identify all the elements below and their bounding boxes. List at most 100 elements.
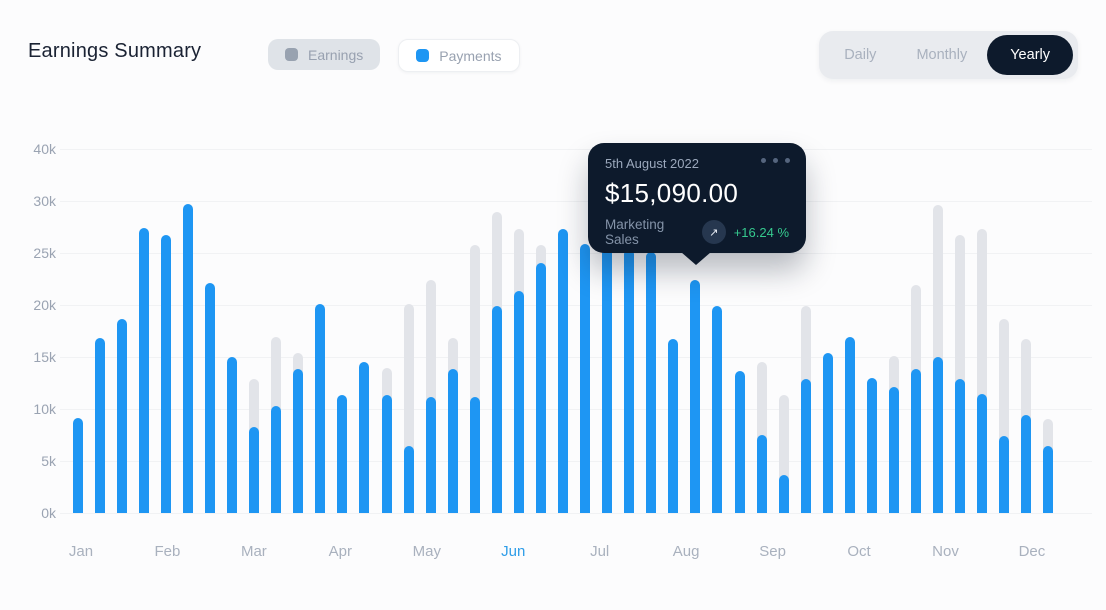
tooltip-caret	[681, 252, 711, 265]
bar-payments[interactable]	[183, 204, 193, 513]
x-tick-label-oct: Oct	[847, 543, 871, 560]
legend-item-payments[interactable]: Payments	[398, 39, 520, 72]
x-tick-label-mar: Mar	[240, 543, 267, 560]
gridline	[60, 149, 1092, 150]
bar-payments[interactable]	[138, 228, 149, 513]
y-tick-label: 5k	[41, 453, 56, 469]
bar-payments[interactable]	[999, 436, 1010, 513]
x-tick-label-jan: Jan	[68, 543, 94, 560]
bar-payments[interactable]	[734, 371, 745, 513]
bar-payments[interactable]	[955, 379, 966, 513]
gridline	[60, 305, 1092, 306]
bar-payments[interactable]	[72, 418, 83, 513]
bar-payments[interactable]	[116, 319, 127, 513]
range-toggle: Daily Monthly Yearly	[819, 31, 1078, 79]
bar-payments[interactable]	[337, 395, 348, 513]
y-tick-label: 40k	[33, 141, 56, 157]
bar-payments[interactable]	[94, 338, 105, 513]
legend-item-label: Payments	[439, 47, 502, 64]
bar-payments[interactable]	[381, 395, 392, 513]
x-tick-label-jun: Jun	[501, 543, 526, 560]
x-tick-label-feb: Feb	[154, 543, 181, 560]
gridline	[60, 357, 1092, 358]
y-tick-label: 10k	[33, 401, 56, 417]
gridline	[60, 461, 1092, 462]
bar-payments[interactable]	[403, 446, 414, 513]
bar-payments[interactable]	[800, 379, 811, 513]
bar-payments[interactable]	[844, 337, 855, 513]
legend-item-earnings[interactable]: Earnings	[268, 39, 381, 70]
x-tick-label-may: May	[412, 543, 441, 560]
bar-payments[interactable]	[249, 427, 260, 513]
bar-payments[interactable]	[778, 475, 789, 513]
y-tick-label: 30k	[33, 193, 56, 209]
gridline	[60, 253, 1092, 254]
bar-payments[interactable]	[888, 387, 899, 513]
y-tick-label: 20k	[33, 297, 56, 313]
bar-payments[interactable]	[359, 362, 370, 513]
y-tick-label: 25k	[33, 245, 56, 261]
page-title: Earnings Summary	[28, 40, 202, 62]
range-option-yearly[interactable]: Yearly	[987, 35, 1073, 75]
trend-up-arrow-icon: ↗	[701, 220, 726, 244]
payments-swatch-icon	[416, 49, 430, 62]
bar-payments[interactable]	[513, 291, 524, 513]
tooltip-change-percent: +16.24 %	[733, 224, 789, 240]
bar-earnings[interactable]	[955, 235, 966, 513]
bar-earnings[interactable]	[469, 245, 480, 513]
bar-payments[interactable]	[205, 283, 216, 513]
bar-payments[interactable]	[822, 353, 833, 513]
x-tick-label-dec: Dec	[1018, 543, 1046, 560]
tooltip-amount: $15,090.00	[605, 178, 739, 208]
tooltip-category-label: Marketing Sales	[605, 217, 665, 247]
bar-payments[interactable]	[558, 229, 569, 513]
x-tick-label-aug: Aug	[672, 543, 700, 560]
bar-payments[interactable]	[866, 378, 877, 513]
bar-payments[interactable]	[425, 397, 436, 513]
legend-item-label: Earnings	[308, 46, 364, 63]
gridline	[60, 513, 1092, 514]
gridline	[60, 409, 1092, 410]
x-tick-label-sep: Sep	[759, 543, 786, 560]
bar-payments[interactable]	[602, 247, 613, 513]
bar-payments[interactable]	[933, 357, 944, 513]
bar-chart-plot	[60, 149, 1092, 514]
bar-payments[interactable]	[580, 244, 591, 513]
bar-payments[interactable]	[315, 304, 326, 513]
bar-payments[interactable]	[1043, 446, 1054, 513]
y-tick-label: 15k	[33, 349, 56, 365]
bar-payments[interactable]	[646, 252, 657, 513]
chart-legend: Earnings Payments	[268, 39, 520, 72]
bar-payments[interactable]	[624, 249, 635, 513]
range-option-daily[interactable]: Daily	[844, 47, 877, 63]
bar-earnings[interactable]	[778, 395, 789, 513]
bar-payments[interactable]	[160, 235, 171, 513]
bar-payments[interactable]	[469, 397, 480, 513]
bar-payments[interactable]	[491, 306, 502, 513]
range-option-monthly[interactable]: Monthly	[916, 47, 968, 63]
chart-tooltip: 5th August 2022 $15,090.00 Marketing Sal…	[588, 143, 806, 265]
bar-payments[interactable]	[293, 369, 304, 513]
bar-payments[interactable]	[447, 369, 458, 513]
bar-payments[interactable]	[756, 435, 767, 513]
bar-earnings[interactable]	[999, 319, 1010, 513]
bar-payments[interactable]	[535, 263, 546, 513]
bar-payments[interactable]	[712, 306, 723, 513]
y-tick-label: 0k	[41, 505, 56, 521]
bar-earnings[interactable]	[403, 304, 414, 513]
bar-payments[interactable]	[227, 357, 238, 513]
bar-payments[interactable]	[271, 406, 282, 513]
tooltip-date: 5th August 2022	[605, 156, 699, 171]
bar-payments-selected[interactable]	[690, 280, 701, 513]
bar-earnings[interactable]	[977, 229, 988, 513]
bar-payments[interactable]	[1021, 415, 1032, 513]
x-tick-label-nov: Nov	[932, 543, 959, 560]
x-tick-label-jul: Jul	[590, 543, 610, 560]
more-options-icon[interactable]	[761, 158, 790, 163]
bar-payments[interactable]	[910, 369, 921, 513]
earnings-swatch-icon	[285, 48, 298, 61]
bar-earnings[interactable]	[425, 280, 436, 513]
bar-payments[interactable]	[668, 339, 679, 513]
bar-payments[interactable]	[977, 394, 988, 513]
x-tick-label-apr: Apr	[328, 543, 353, 560]
